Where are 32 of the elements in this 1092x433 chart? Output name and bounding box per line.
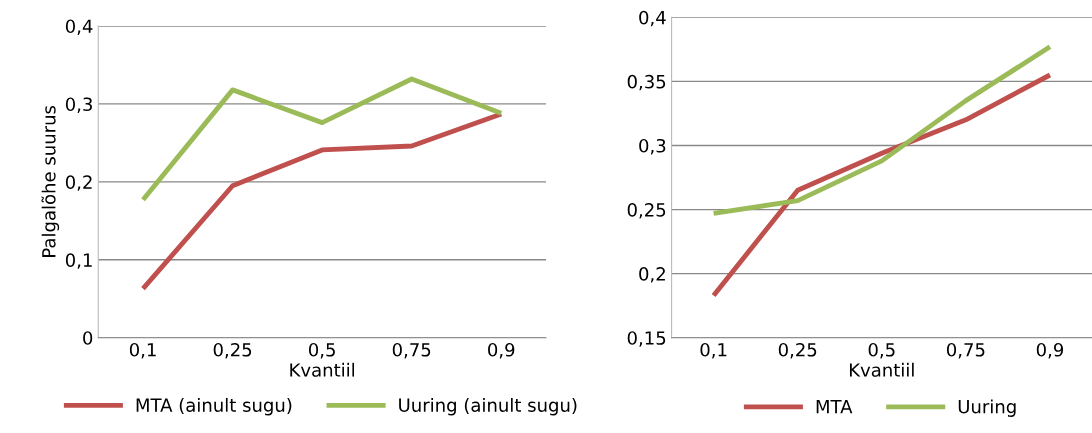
x-tick-label: 0,1 xyxy=(700,342,727,359)
x-axis-title: Kvantiil xyxy=(290,362,355,377)
x-tick-label: 0,5 xyxy=(308,342,335,359)
x-tick-label: 0,9 xyxy=(488,342,515,359)
line-series xyxy=(711,44,1053,216)
legend-label: Uuring (ainult sugu) xyxy=(399,397,577,416)
y-tick-label: 0,25 xyxy=(627,203,666,219)
y-tick-label: 0,4 xyxy=(639,10,666,27)
legend-label: MTA (ainult sugu) xyxy=(136,397,292,416)
line-series xyxy=(140,76,504,203)
y-axis-title: Palgalõhe suurus xyxy=(41,105,60,257)
x-tick-label: 0,75 xyxy=(392,342,431,359)
x-tick-label: 0,25 xyxy=(778,342,817,359)
y-tick-label: 0,2 xyxy=(639,267,665,283)
x-tick-label: 0,1 xyxy=(129,342,156,359)
legend-label: Uuring xyxy=(958,399,1016,417)
x-tick-label: 0,25 xyxy=(213,342,252,359)
y-tick-label: 0,4 xyxy=(65,19,93,35)
y-tick-label: 0,35 xyxy=(627,74,666,91)
x-tick-label: 0,5 xyxy=(868,342,895,359)
x-axis-title: Kvantiil xyxy=(849,362,914,377)
legend-label: MTA xyxy=(816,399,853,414)
y-tick-label: 0,3 xyxy=(65,97,92,113)
x-tick-label: 0,75 xyxy=(946,342,985,359)
line-series xyxy=(140,111,504,292)
y-tick-label: 0 xyxy=(83,331,93,345)
y-tick-label: 0,15 xyxy=(627,331,666,347)
y-tick-label: 0,1 xyxy=(65,253,92,269)
y-tick-label: 0,2 xyxy=(65,175,92,191)
line-series xyxy=(711,72,1053,298)
y-tick-label: 0,3 xyxy=(639,138,666,155)
x-tick-label: 0,9 xyxy=(1036,342,1064,359)
